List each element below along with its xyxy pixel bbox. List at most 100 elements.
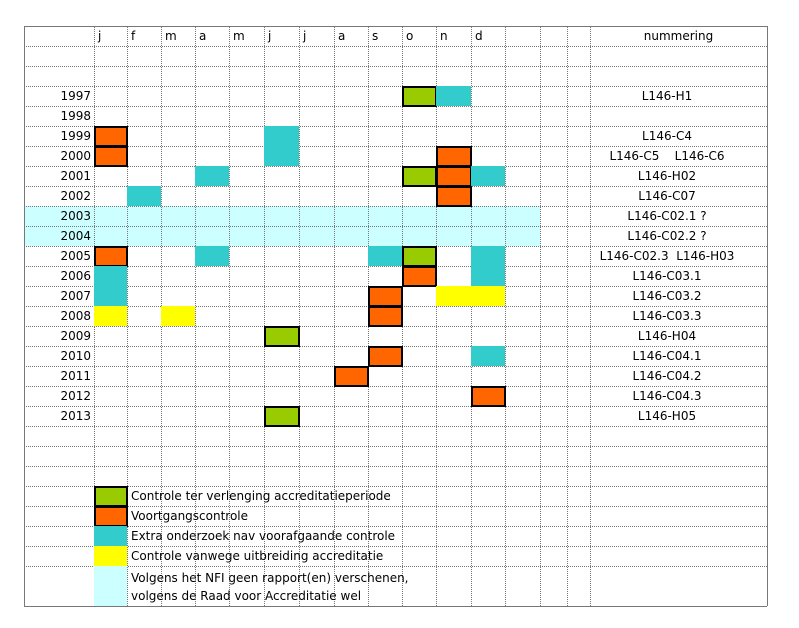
- grid-col-line: [229, 26, 230, 606]
- legend-text: Voortgangscontrole: [131, 509, 249, 523]
- grid-row-line: [24, 86, 767, 87]
- nummering-cell: L146-H05: [637, 409, 697, 423]
- year-label: 2005: [60, 249, 91, 263]
- nummering-cell: L146-H1: [641, 89, 693, 103]
- grid-col-line: [567, 26, 568, 606]
- month-header: m: [233, 29, 245, 43]
- nummering-cell: L146-C02.1 ?: [627, 209, 707, 223]
- month-header: m: [165, 29, 177, 43]
- inspection-mark-orange: [368, 346, 403, 367]
- nummering-cell: L146-C03.1: [632, 269, 702, 283]
- nummering-cell: L146-H04: [637, 329, 697, 343]
- grid-row-line: [24, 146, 767, 147]
- year-label: 2009: [60, 329, 91, 343]
- inspection-mark-teal: [264, 126, 299, 146]
- legend-swatch-orange: [94, 506, 128, 527]
- inspection-mark-teal: [264, 146, 299, 166]
- grid-col-line: [505, 26, 506, 606]
- grid-row-line: [24, 386, 767, 387]
- grid-row-line: [24, 186, 767, 187]
- inspection-mark-green: [402, 86, 437, 107]
- grid-row-line: [24, 206, 767, 207]
- month-header: o: [406, 29, 414, 43]
- inspection-mark-yellow: [94, 306, 127, 326]
- inspection-mark-orange: [94, 246, 128, 267]
- inspection-mark-teal: [436, 86, 471, 106]
- grid-row-line: [24, 486, 767, 487]
- month-header: j: [303, 29, 307, 43]
- legend-swatch-teal: [94, 526, 127, 546]
- inspection-mark-teal: [195, 166, 229, 186]
- year-label: 2004: [60, 229, 91, 243]
- inspection-mark-teal: [471, 166, 505, 186]
- grid-row-line: [24, 406, 767, 407]
- inspection-mark-teal: [94, 286, 127, 306]
- grid-col-line: [540, 26, 541, 606]
- grid-col-line: [471, 26, 472, 606]
- month-header: j: [98, 29, 102, 43]
- year-label: 2011: [60, 369, 91, 383]
- legend-text: Controle ter verlenging accreditatieperi…: [131, 489, 391, 503]
- year-label: 2007: [60, 289, 91, 303]
- inspection-mark-green: [264, 406, 300, 427]
- grid-col-line: [767, 26, 768, 606]
- legend-swatch-yellow: [94, 546, 127, 566]
- year-label: 1998: [60, 109, 91, 123]
- grid-row-line: [24, 526, 767, 527]
- month-header: n: [440, 29, 448, 43]
- inspection-mark-orange: [436, 146, 472, 167]
- grid-row-line: [24, 226, 767, 227]
- grid-row-line: [24, 426, 767, 427]
- grid-row-line: [24, 66, 767, 67]
- inspection-mark-orange: [436, 186, 472, 207]
- month-header: a: [338, 29, 346, 43]
- year-label: 2003: [60, 209, 91, 223]
- month-header: f: [131, 29, 136, 43]
- grid-col-line: [299, 26, 300, 606]
- year-label: 2000: [60, 149, 91, 163]
- inspection-mark-teal: [471, 246, 505, 266]
- grid-col-line: [436, 26, 437, 606]
- grid-col-line: [334, 26, 335, 606]
- nummering-cell: L146-C04.1: [632, 349, 702, 363]
- year-label: 2010: [60, 349, 91, 363]
- grid-row-line: [24, 26, 767, 27]
- inspection-mark-orange: [368, 286, 403, 307]
- grid-row-line: [24, 126, 767, 127]
- year-label: 2008: [60, 309, 91, 323]
- grid-row-line: [24, 466, 767, 467]
- grid-row-line: [24, 266, 767, 267]
- inspection-mark-green: [402, 246, 437, 267]
- legend-text: Volgens het NFI geen rapport(en) versche…: [131, 571, 409, 603]
- inspection-mark-orange: [368, 306, 403, 327]
- nummering-cell: L146-C5 L146-C6: [609, 149, 725, 163]
- nummering-cell: L146-C07: [638, 189, 696, 203]
- nummering-cell: L146-C02.3 L146-H03: [599, 249, 735, 263]
- grid-col-line: [24, 26, 25, 606]
- month-header: d: [475, 29, 483, 43]
- year-label: 2012: [60, 389, 91, 403]
- grid-row-line: [24, 606, 767, 607]
- no-report-band: [24, 206, 540, 226]
- year-label: 2002: [60, 189, 91, 203]
- grid-row-line: [24, 546, 767, 547]
- year-label: 2006: [60, 269, 91, 283]
- nummering-cell: L146-C03.3: [632, 309, 702, 323]
- inspection-mark-teal: [195, 246, 229, 266]
- inspection-mark-teal: [127, 186, 161, 206]
- month-header: s: [372, 29, 379, 43]
- inspection-mark-orange: [94, 126, 128, 147]
- grid-col-line: [127, 26, 128, 606]
- inspection-mark-orange: [334, 366, 369, 387]
- legend-text: Extra onderzoek nav voorafgaande control…: [131, 529, 396, 543]
- nummering-cell: L146-C04.3: [632, 389, 702, 403]
- grid-row-line: [24, 506, 767, 507]
- numbering-header: nummering: [643, 29, 714, 43]
- grid-col-line: [590, 26, 591, 606]
- inspection-mark-yellow: [436, 286, 471, 306]
- nummering-cell: L146-C4: [642, 129, 692, 143]
- grid-col-line: [195, 26, 196, 606]
- inspection-mark-yellow: [161, 306, 195, 326]
- inspection-mark-orange: [94, 146, 128, 167]
- grid-col-line: [264, 26, 265, 606]
